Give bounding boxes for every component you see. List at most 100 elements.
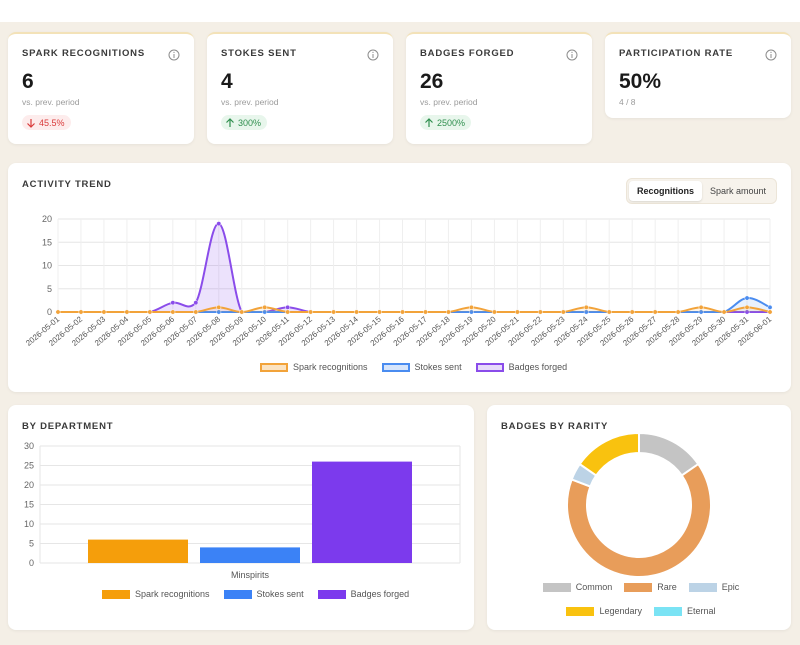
bar (312, 461, 412, 563)
data-point (744, 295, 750, 301)
activity-line-chart: 051015202026-05-012026-05-022026-05-0320… (24, 214, 774, 348)
change-value: 300% (238, 117, 262, 128)
arrow-up-icon (226, 117, 234, 127)
legend-label: Stokes sent (256, 589, 304, 599)
legend-label: Stokes sent (414, 362, 462, 372)
data-point (606, 309, 612, 315)
section-title: BY DEPARTMENT (22, 421, 114, 432)
data-point (698, 304, 704, 310)
legend-item[interactable]: Legendary (566, 606, 642, 616)
data-point (216, 221, 222, 227)
stat-value: 4 (221, 70, 233, 93)
stat-label: PARTICIPATION RATE (619, 48, 733, 59)
data-point (377, 309, 382, 315)
donut-slice (578, 431, 640, 477)
y-tick-label: 20 (24, 480, 34, 490)
series-area (58, 223, 770, 312)
legend-swatch (654, 606, 682, 616)
legend-item[interactable]: Rare (624, 582, 677, 592)
donut-slice (566, 462, 712, 578)
y-tick-label: 15 (24, 500, 34, 510)
data-point (652, 309, 658, 315)
legend-item[interactable]: Epic (688, 582, 739, 592)
y-tick-label: 25 (24, 461, 34, 471)
data-point (400, 309, 405, 315)
legend-label: Rare (657, 582, 677, 592)
y-tick-label: 5 (47, 284, 52, 294)
data-point (101, 309, 107, 315)
bar (88, 539, 188, 563)
activity-trend-card: ACTIVITY TREND Recognitions Spark amount… (8, 163, 791, 392)
legend-swatch (317, 589, 346, 599)
data-point (216, 304, 222, 310)
stat-card-spark-recognitions: SPARK RECOGNITIONS 6 vs. prev. period 45… (8, 32, 194, 144)
x-tick-label: Minspirits (231, 570, 270, 580)
legend-swatch (381, 362, 410, 372)
legend-item[interactable]: Stokes sent (381, 362, 462, 372)
data-point (170, 300, 176, 306)
legend-item[interactable]: Badges forged (317, 589, 410, 599)
y-tick-label: 0 (47, 307, 52, 317)
legend-swatch (223, 589, 252, 599)
legend-label: Common (575, 582, 613, 592)
legend-label: Badges forged (350, 589, 410, 599)
data-point (239, 309, 245, 315)
toggle-spark-amount[interactable]: Spark amount (709, 186, 766, 196)
legend-swatch (475, 362, 504, 372)
data-point (354, 309, 360, 315)
arrow-down-icon (27, 118, 35, 128)
stat-sub: vs. prev. period (221, 97, 279, 107)
legend-item[interactable]: Spark recognitions (260, 362, 368, 372)
stat-card-badges-forged: BADGES FORGED 26 vs. prev. period 2500% (406, 32, 592, 144)
stat-sub: vs. prev. period (22, 97, 80, 107)
legend-label: Eternal (687, 606, 716, 616)
data-point (193, 309, 199, 315)
legend-label: Spark recognitions (135, 589, 210, 599)
data-point (423, 309, 428, 315)
data-point (262, 304, 268, 310)
data-point (721, 309, 727, 315)
change-value: 45.5% (39, 117, 65, 128)
department-legend: Spark recognitions Stokes sent Badges fo… (102, 589, 409, 599)
legend-item[interactable]: Eternal (654, 606, 716, 616)
change-value: 2500% (437, 117, 466, 128)
legend-swatch (542, 582, 571, 592)
data-point (55, 309, 61, 315)
change-badge: 2500% (420, 115, 472, 130)
badges-by-rarity-card: BADGES BY RARITY Common Rare Epic Legend… (487, 405, 791, 630)
metric-toggle: Recognitions Spark amount (625, 178, 777, 204)
info-icon[interactable] (765, 49, 777, 61)
legend-item[interactable]: Common (542, 582, 613, 592)
y-tick-label: 15 (42, 237, 52, 247)
y-tick-label: 5 (29, 539, 34, 549)
legend-label: Badges forged (508, 362, 568, 372)
legend-swatch (102, 589, 130, 599)
data-point (170, 309, 176, 315)
legend-item[interactable]: Stokes sent (223, 589, 304, 599)
stat-value: 26 (420, 70, 444, 93)
data-point (629, 309, 635, 315)
series-line (57, 222, 770, 314)
data-point (78, 309, 84, 315)
stat-label: BADGES FORGED (420, 48, 515, 59)
rarity-donut-chart (566, 431, 712, 578)
info-icon[interactable] (168, 49, 180, 61)
data-point (331, 309, 337, 315)
legend-label: Spark recognitions (293, 362, 368, 372)
by-department-card: BY DEPARTMENT 0 5 10 15 20 25 30 Minspirits Spa… (8, 405, 474, 630)
top-bar (0, 0, 800, 22)
data-point (560, 309, 566, 315)
data-point (491, 309, 497, 315)
data-point (308, 309, 314, 315)
legend-label: Legendary (599, 606, 642, 616)
data-point (767, 309, 773, 315)
stat-label: STOKES SENT (221, 48, 297, 59)
toggle-recognitions[interactable]: Recognitions (628, 181, 702, 201)
stat-label: SPARK RECOGNITIONS (22, 48, 145, 59)
y-tick-label: 0 (29, 558, 34, 568)
legend-item[interactable]: Badges forged (475, 362, 568, 372)
info-icon[interactable] (367, 49, 379, 61)
data-point (767, 304, 773, 310)
legend-item[interactable]: Spark recognitions (102, 589, 210, 599)
info-icon[interactable] (566, 49, 578, 61)
